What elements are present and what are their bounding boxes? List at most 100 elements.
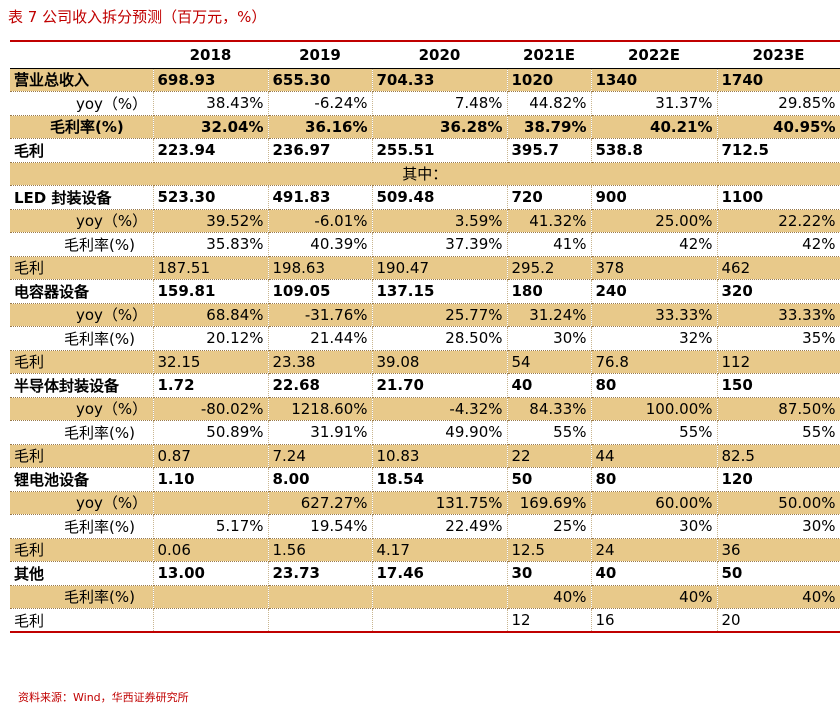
- row-label: LED 封装设备: [10, 185, 154, 210]
- data-cell: 30%: [717, 514, 840, 539]
- table-row: 毛利 0.06 1.56 4.17 12.5 24 36: [10, 538, 840, 562]
- data-cell: 44.82%: [507, 91, 592, 116]
- data-cell: 40: [507, 373, 592, 398]
- table-caption: 表 7 公司收入拆分预测（百万元，%）: [8, 8, 267, 26]
- data-cell: 40.21%: [591, 115, 718, 139]
- data-cell: 38.43%: [153, 91, 269, 116]
- data-cell: 20.12%: [153, 326, 269, 351]
- table-row: yoy（%） 39.52% -6.01% 3.59% 41.32% 25.00% 22.22…: [10, 209, 840, 233]
- data-cell: 19.54%: [268, 514, 373, 539]
- source-note: 资料来源：Wind，华西证券研究所: [18, 691, 189, 704]
- data-cell: 35%: [717, 326, 840, 351]
- revenue-forecast-table: 2018 2019 2020 2021E 2022E 2023E 营业总收入 698.93 65…: [10, 42, 840, 633]
- row-label: 毛利率(%): [10, 585, 154, 609]
- table-row: 毛利 32.15 23.38 39.08 54 76.8 112: [10, 350, 840, 374]
- data-cell: [153, 491, 269, 515]
- data-cell: 32%: [591, 326, 718, 351]
- data-cell: 627.27%: [268, 491, 373, 515]
- data-cell: 23.73: [268, 561, 373, 586]
- table-row: 电容器设备 159.81 109.05 137.15 180 240 320: [10, 279, 840, 304]
- data-cell: 223.94: [153, 138, 269, 163]
- data-cell: 180: [507, 279, 592, 304]
- data-cell: 68.84%: [153, 303, 269, 327]
- data-cell: 42%: [591, 232, 718, 257]
- header-row: 2018 2019 2020 2021E 2022E 2023E: [10, 42, 840, 69]
- row-label: 毛利: [10, 608, 154, 633]
- data-cell: 32.15: [153, 350, 269, 374]
- data-cell: 22.68: [268, 373, 373, 398]
- table-row: 毛利 187.51 198.63 190.47 295.2 378 462: [10, 256, 840, 280]
- table-row: 毛利 223.94 236.97 255.51 395.7 538.8 712.5: [10, 138, 840, 163]
- data-cell: 25%: [507, 514, 592, 539]
- data-cell: -31.76%: [268, 303, 373, 327]
- column-header: 2019: [268, 42, 372, 69]
- data-cell: 236.97: [268, 138, 373, 163]
- data-cell: 190.47: [372, 256, 508, 280]
- data-cell: 8.00: [268, 467, 373, 492]
- data-cell: -6.01%: [268, 209, 373, 233]
- data-cell: 31.37%: [591, 91, 718, 116]
- data-cell: 1020: [507, 68, 592, 92]
- data-cell: 30%: [591, 514, 718, 539]
- data-cell: 320: [717, 279, 840, 304]
- table-row: 半导体封装设备 1.72 22.68 21.70 40 80 150: [10, 373, 840, 398]
- data-cell: 0.87: [153, 444, 269, 468]
- data-cell: 187.51: [153, 256, 269, 280]
- data-cell: 1218.60%: [268, 397, 373, 421]
- data-cell: 523.30: [153, 185, 269, 210]
- row-label: 毛利: [10, 138, 154, 163]
- table-row: yoy（%） 627.27% 131.75% 169.69% 60.00% 50.00%: [10, 491, 840, 515]
- data-cell: 18.54: [372, 467, 508, 492]
- row-label: yoy（%）: [10, 491, 154, 515]
- data-cell: 32.04%: [153, 115, 269, 139]
- row-label: yoy（%）: [10, 91, 154, 116]
- data-cell: 87.50%: [717, 397, 840, 421]
- column-header: 2018: [153, 42, 268, 69]
- data-cell: [153, 608, 269, 633]
- data-cell: 395.7: [507, 138, 592, 163]
- data-cell: 28.50%: [372, 326, 508, 351]
- data-cell: 21.70: [372, 373, 508, 398]
- data-cell: [372, 608, 508, 633]
- data-cell: 7.48%: [372, 91, 508, 116]
- data-cell: 12.5: [507, 538, 592, 562]
- data-cell: -4.32%: [372, 397, 508, 421]
- data-cell: 1740: [717, 68, 840, 92]
- data-cell: 169.69%: [507, 491, 592, 515]
- data-cell: 698.93: [153, 68, 269, 92]
- table-row: 毛利率(%) 50.89% 31.91% 49.90% 55% 55% 55%: [10, 420, 840, 445]
- data-cell: 704.33: [372, 68, 508, 92]
- data-cell: 82.5: [717, 444, 840, 468]
- data-cell: 22.49%: [372, 514, 508, 539]
- forecast-table-container: 2018 2019 2020 2021E 2022E 2023E 营业总收入 698.93 65…: [10, 40, 840, 633]
- data-cell: 900: [591, 185, 718, 210]
- data-cell: 5.17%: [153, 514, 269, 539]
- data-cell: 1340: [591, 68, 718, 92]
- data-cell: [268, 608, 373, 633]
- data-cell: 23.38: [268, 350, 373, 374]
- data-cell: 0.06: [153, 538, 269, 562]
- data-cell: 22: [507, 444, 592, 468]
- data-cell: 655.30: [268, 68, 373, 92]
- row-label: 毛利率(%): [10, 232, 154, 257]
- data-cell: 131.75%: [372, 491, 508, 515]
- data-cell: [153, 585, 269, 609]
- data-cell: -80.02%: [153, 397, 269, 421]
- data-cell: 240: [591, 279, 718, 304]
- data-cell: 21.44%: [268, 326, 373, 351]
- data-cell: 60.00%: [591, 491, 718, 515]
- data-cell: 55%: [717, 420, 840, 445]
- data-cell: 39.52%: [153, 209, 269, 233]
- table-row: yoy（%） -80.02% 1218.60% -4.32% 84.33% 100.00%…: [10, 397, 840, 421]
- table-row: yoy（%） 38.43% -6.24% 7.48% 44.82% 31.37% 29.85…: [10, 91, 840, 116]
- data-cell: 159.81: [153, 279, 269, 304]
- data-cell: 25.77%: [372, 303, 508, 327]
- data-cell: 39.08: [372, 350, 508, 374]
- data-cell: 54: [507, 350, 592, 374]
- row-label: 毛利率(%): [10, 420, 154, 445]
- row-label: yoy（%）: [10, 209, 154, 233]
- table-row: 毛利 12 16 20: [10, 608, 840, 633]
- data-cell: 378: [591, 256, 718, 280]
- data-cell: 40.95%: [717, 115, 840, 139]
- row-label: 毛利: [10, 538, 154, 562]
